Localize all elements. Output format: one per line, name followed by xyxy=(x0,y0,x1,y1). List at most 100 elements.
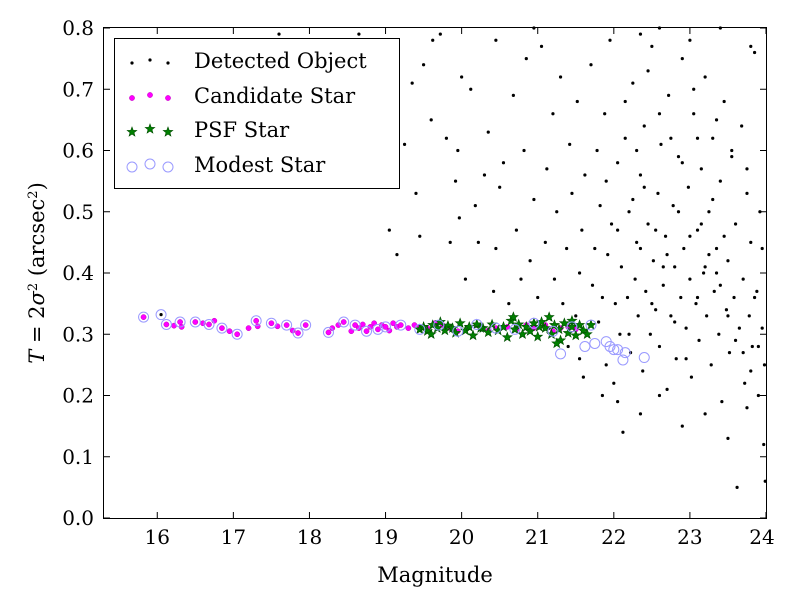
data-point xyxy=(735,485,739,489)
data-point xyxy=(577,271,582,275)
data-point xyxy=(646,222,650,226)
data-point xyxy=(250,315,262,327)
data-point xyxy=(405,325,412,331)
data-point xyxy=(138,311,150,323)
data-point xyxy=(760,326,764,330)
data-point xyxy=(555,210,559,214)
data-point xyxy=(718,283,722,287)
data-point xyxy=(755,289,759,293)
data-point xyxy=(654,228,658,232)
x-tick-label: 24 xyxy=(749,525,774,549)
data-point xyxy=(749,240,753,244)
data-point xyxy=(363,328,370,335)
data-point xyxy=(329,325,336,331)
data-point xyxy=(726,259,730,263)
data-point xyxy=(528,317,540,329)
data-point xyxy=(688,277,692,281)
data-point xyxy=(203,318,215,330)
data-point xyxy=(671,204,675,208)
data-point xyxy=(692,87,696,91)
data-point xyxy=(473,204,477,208)
y-tick-label: 0.1 xyxy=(62,445,94,469)
data-point xyxy=(579,341,591,352)
legend: Detected Object Candidate Star PSF Star … xyxy=(114,38,400,189)
data-point xyxy=(231,328,243,340)
data-point xyxy=(548,319,561,330)
data-point xyxy=(657,112,662,116)
data-point xyxy=(367,324,374,330)
x-axis-label: Magnitude xyxy=(377,563,493,587)
data-point xyxy=(421,63,426,67)
data-point xyxy=(646,69,650,73)
data-point xyxy=(265,317,277,329)
data-point xyxy=(674,357,678,361)
data-point xyxy=(302,322,309,328)
data-point xyxy=(163,321,170,328)
data-point xyxy=(699,222,703,226)
data-point xyxy=(714,246,719,251)
y-tick-label: 0.4 xyxy=(62,261,94,285)
data-point xyxy=(661,283,665,287)
data-point xyxy=(732,295,736,300)
data-point xyxy=(695,136,700,140)
data-point xyxy=(707,210,711,214)
data-point xyxy=(277,32,281,36)
x-tick-label: 20 xyxy=(449,525,474,549)
data-point xyxy=(727,351,732,355)
data-point xyxy=(656,191,660,195)
data-point xyxy=(752,50,757,55)
data-point xyxy=(283,322,290,328)
data-point xyxy=(528,259,532,263)
data-point xyxy=(740,124,744,128)
data-point xyxy=(589,337,601,349)
legend-label-candidate-star: Candidate Star xyxy=(194,84,356,108)
series-modest-star xyxy=(138,309,650,366)
data-point xyxy=(438,32,442,36)
data-point xyxy=(724,308,729,312)
data-point xyxy=(155,309,167,321)
data-point xyxy=(644,289,648,293)
data-point xyxy=(657,344,662,349)
data-point xyxy=(380,321,392,333)
data-point xyxy=(631,81,635,85)
data-point xyxy=(616,161,620,165)
data-point xyxy=(580,228,584,232)
data-point xyxy=(509,323,521,335)
data-point xyxy=(641,369,645,373)
data-point xyxy=(669,314,673,318)
data-point xyxy=(722,234,726,238)
data-point xyxy=(411,322,418,328)
data-point xyxy=(433,319,445,331)
data-point xyxy=(741,351,745,355)
ticks-layer: 16 17 18 19 20 21 22 23 24 0.0 0.1 0.2 0.3 0.4 0.5 0.6 0… xyxy=(62,16,775,549)
data-point xyxy=(570,191,574,195)
data-point xyxy=(749,369,753,373)
data-point xyxy=(476,240,480,244)
data-point xyxy=(566,321,578,333)
legend-marker xyxy=(144,123,156,134)
data-point xyxy=(688,234,692,238)
y-tick-label: 0.7 xyxy=(62,77,94,101)
data-point xyxy=(743,381,747,385)
data-point xyxy=(533,321,545,332)
data-point xyxy=(689,375,694,379)
data-point xyxy=(676,210,681,214)
legend-label-psf-star: PSF Star xyxy=(194,118,290,142)
data-point xyxy=(431,38,435,42)
data-point xyxy=(575,99,579,104)
data-point xyxy=(568,142,572,146)
legend-label-modest-star: Modest Star xyxy=(194,153,326,177)
data-point xyxy=(281,319,293,331)
data-point xyxy=(680,161,684,165)
y-axis-label: T = 2σ2 (arcsec2) xyxy=(25,182,49,364)
data-point xyxy=(680,57,684,61)
data-point xyxy=(598,204,602,208)
data-point xyxy=(600,295,605,300)
data-point xyxy=(604,363,608,367)
data-point xyxy=(463,321,475,332)
data-point xyxy=(749,44,753,48)
data-point xyxy=(730,148,734,153)
data-point xyxy=(595,148,599,153)
data-point xyxy=(621,430,625,434)
data-point xyxy=(695,228,700,232)
